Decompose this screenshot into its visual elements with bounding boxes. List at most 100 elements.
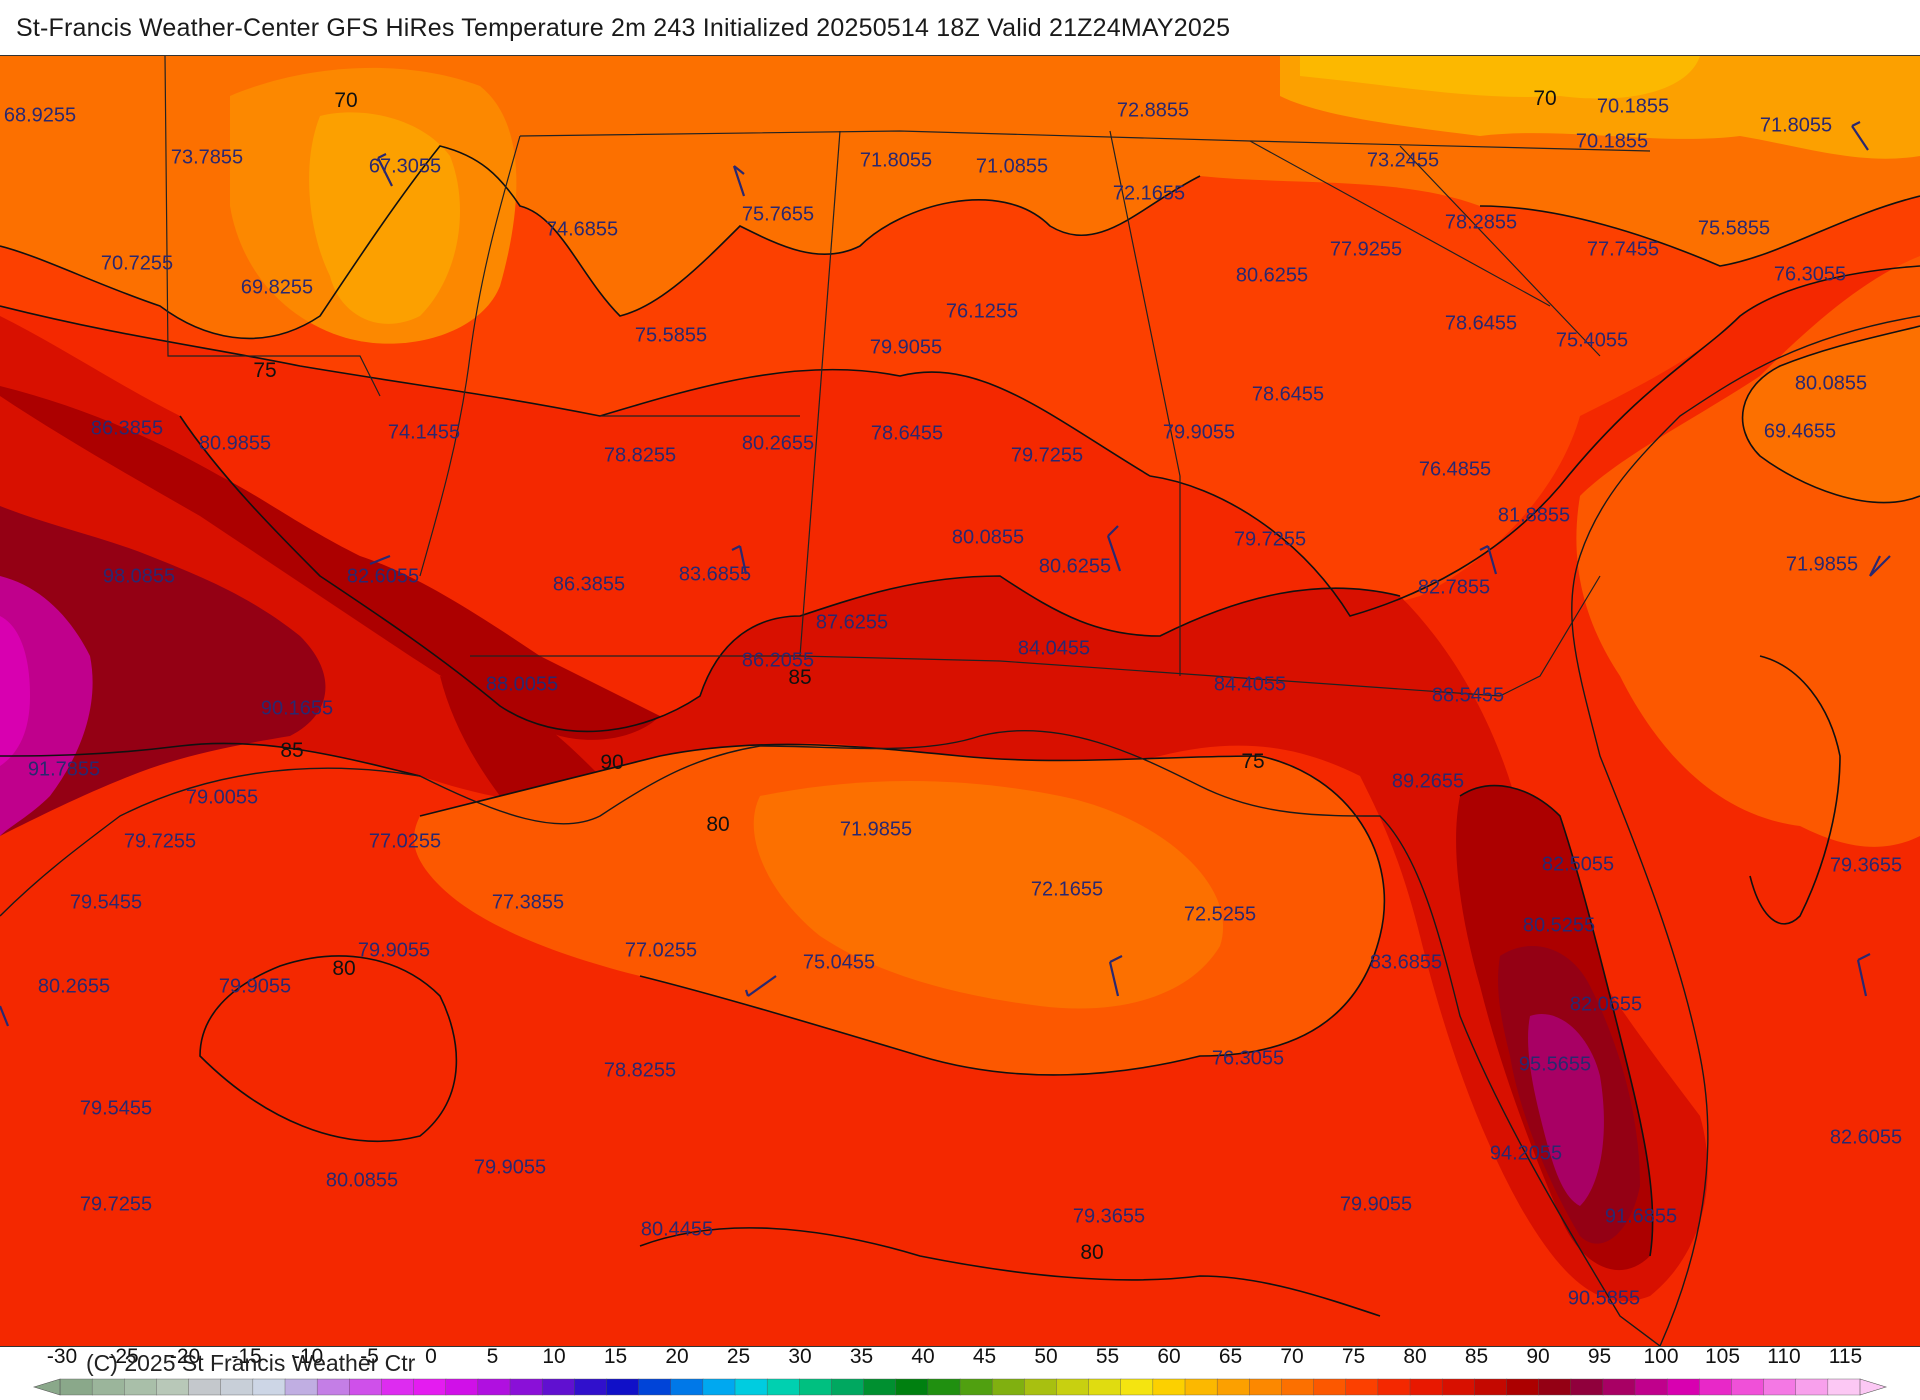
legend-tick-label: -30	[46, 1345, 78, 1368]
colorbar-right-arrow	[1859, 1378, 1888, 1396]
legend-tick-label: -5	[360, 1345, 379, 1368]
station-value: 79.5455	[79, 1097, 153, 1120]
station-value: 95.5655	[1518, 1053, 1592, 1076]
field-100-texas	[0, 576, 93, 836]
colorbar-swatch	[638, 1378, 672, 1396]
station-value: 79.7255	[1010, 444, 1084, 467]
legend-tick-label: 60	[1157, 1345, 1181, 1368]
legend-tick-label: 25	[726, 1345, 751, 1368]
station-value: 74.1455	[387, 421, 461, 444]
colorbar-swatch	[831, 1378, 865, 1396]
temperature-map[interactable]: 68.9255 73.7855 67.3055 70.7255 69.8255 74.68…	[0, 55, 1920, 1347]
station-value: 90.1655	[260, 697, 334, 720]
colorbar-swatch	[381, 1378, 415, 1396]
station-value: 88.0055	[485, 673, 559, 696]
station-value: 79.9055	[357, 939, 431, 962]
station-value: 77.0255	[624, 939, 698, 962]
station-value: 72.1655	[1030, 878, 1104, 901]
colorbar-swatch	[220, 1378, 254, 1396]
state-boundaries	[164, 56, 1651, 697]
colorbar-swatch	[1216, 1378, 1250, 1396]
station-value: 91.6855	[1604, 1205, 1678, 1228]
station-value: 73.7855	[170, 146, 244, 169]
legend-tick-label: 70	[1280, 1345, 1304, 1368]
station-value: 79.9055	[1162, 421, 1236, 444]
field-atlantic-69	[1742, 326, 1920, 503]
colorbar-swatch	[606, 1378, 640, 1396]
station-value: 79.9055	[869, 336, 943, 359]
station-value: 80.0855	[325, 1169, 399, 1192]
station-value: 72.5255	[1183, 903, 1257, 926]
legend-tick-labels: -30 -25 -20 -15 -10 -5 0 5 10 15 20 25 30 35 40 45 50 55 6…	[0, 1345, 1920, 1375]
colorbar-swatch	[59, 1378, 93, 1396]
legend-tick-label: 10	[542, 1345, 566, 1368]
station-value: 77.0255	[368, 830, 442, 853]
field-90-texas	[0, 386, 660, 740]
station-value: 71.0855	[975, 155, 1049, 178]
colorbar-swatch	[1281, 1378, 1315, 1396]
station-value: 79.9055	[473, 1156, 547, 1179]
station-value: 77.9255	[1329, 238, 1403, 261]
station-value: 72.1655	[1112, 182, 1186, 205]
colorbar-swatch	[1634, 1378, 1668, 1396]
colorbar-swatch	[1666, 1378, 1700, 1396]
station-value: 76.3055	[1211, 1047, 1285, 1070]
station-value: 94.2055	[1489, 1142, 1563, 1165]
station-value: 91.7855	[27, 758, 101, 781]
colorbar-swatch	[766, 1378, 800, 1396]
station-value: 79.9055	[218, 975, 292, 998]
legend-tick-label: -10	[292, 1345, 324, 1368]
legend-tick-label: -15	[231, 1345, 262, 1368]
temperature-field	[0, 56, 1920, 1346]
colorbar-swatch	[445, 1378, 479, 1396]
station-value: 83.6855	[678, 563, 752, 586]
legend-tick-label: 40	[911, 1345, 935, 1368]
station-value: 68.9255	[3, 104, 77, 127]
colorbar-swatch	[927, 1378, 961, 1396]
copyright-notice: (C) 2025 St Francis Weather Ctr	[86, 1350, 416, 1376]
station-value: 79.3655	[1829, 854, 1903, 877]
colorbar-swatch	[252, 1378, 286, 1396]
station-value: 80.0855	[951, 526, 1025, 549]
station-value: 98.0855	[102, 565, 176, 588]
station-value: 75.0455	[802, 951, 876, 974]
colorbar-swatch	[1763, 1378, 1797, 1396]
colorbar-swatch	[1699, 1378, 1733, 1396]
field-100-florida	[1528, 1014, 1604, 1206]
station-value: 79.7255	[123, 830, 197, 853]
station-value: 79.5455	[69, 891, 143, 914]
station-value: 67.3055	[368, 155, 442, 178]
station-value: 82.7855	[1417, 576, 1491, 599]
isotherm-label: 80	[706, 813, 730, 836]
legend-tick-label: 35	[849, 1345, 874, 1368]
map-title: St-Francis Weather-Center GFS HiRes Temp…	[16, 14, 1231, 42]
colorbar-swatch	[734, 1378, 768, 1396]
temperature-colorbar	[32, 1378, 1888, 1396]
station-value: 86.3855	[552, 573, 626, 596]
station-value: 69.8255	[240, 276, 314, 299]
legend-tick-label: -20	[169, 1345, 201, 1368]
legend-tick-label: 115	[1828, 1345, 1863, 1368]
station-value: 79.7255	[1233, 528, 1307, 551]
station-value: 80.6255	[1038, 555, 1112, 578]
colorbar-swatch	[959, 1378, 993, 1396]
legend-tick-label: 15	[603, 1345, 628, 1368]
station-value: 75.4055	[1555, 329, 1629, 352]
colorbar-swatch	[670, 1378, 704, 1396]
station-value: 71.8055	[859, 149, 933, 172]
colorbar-swatch	[1377, 1378, 1411, 1396]
field-gulf-72	[753, 781, 1224, 1009]
isotherm-label: 85	[788, 666, 812, 689]
station-value: 77.7455	[1586, 238, 1660, 261]
field-90-louisiana	[440, 676, 600, 810]
legend-tick-label: 20	[665, 1345, 689, 1368]
station-value: 82.6055	[1829, 1126, 1903, 1149]
colorbar-swatch	[1345, 1378, 1379, 1396]
station-value: 82.6055	[346, 565, 420, 588]
colorbar-swatch	[1795, 1378, 1829, 1396]
isotherm-label: 75	[1241, 750, 1265, 773]
colorbar-swatch	[702, 1378, 736, 1396]
legend-tick-label: 85	[1464, 1345, 1489, 1368]
colorbar-left-arrow	[32, 1378, 61, 1396]
station-value: 82.5055	[1541, 853, 1615, 876]
